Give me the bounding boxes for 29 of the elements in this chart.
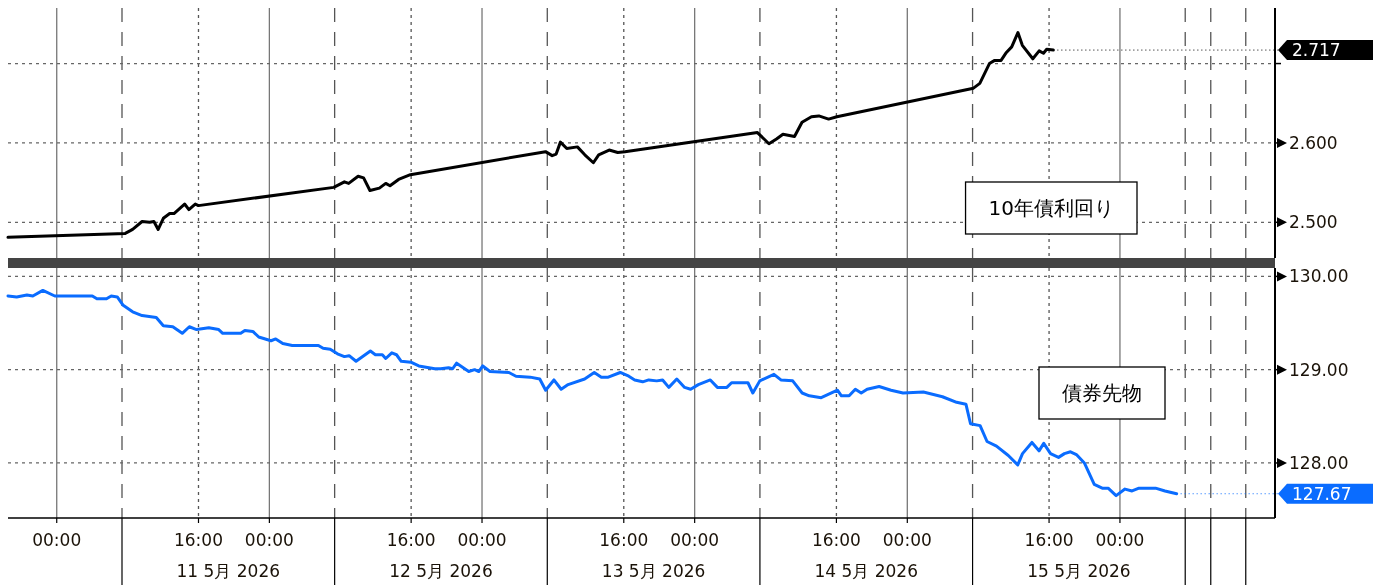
data-label: 127.67	[1292, 483, 1352, 504]
x-tick-label: 16:00	[386, 530, 436, 550]
line-series	[6, 31, 1055, 239]
x-tick-label: 16:00	[1024, 530, 1074, 550]
x-tick-label: 00:00	[1095, 530, 1145, 550]
x-tick-label: 16:00	[811, 530, 861, 550]
text: 14 5月 2026	[814, 561, 919, 581]
x-tick-label: 00:00	[32, 530, 82, 550]
y-tick-label: 128.00	[1289, 452, 1349, 473]
x-tick-label: 00:00	[670, 530, 720, 550]
x-tick-label: 00:00	[244, 530, 294, 550]
data-label: 2.717	[1292, 40, 1341, 61]
text: 12 5月 2026	[389, 561, 493, 581]
text: 15 5月 2026	[1027, 561, 1131, 581]
text: 11 5月 2026	[176, 561, 281, 581]
y-tick-label: 130.00	[1289, 266, 1349, 287]
value-tag: 127.67	[1180, 483, 1373, 504]
text: 13 5月 2026	[601, 561, 706, 581]
x-tick-label: 16:00	[173, 530, 223, 550]
legend: 債券先物	[1038, 366, 1166, 420]
line-series	[6, 288, 1179, 498]
x-tick-label: 00:00	[882, 530, 932, 550]
value-tag: 2.717	[1056, 40, 1373, 61]
x-tick-label: 00:00	[457, 530, 507, 550]
x-tick-label: 16:00	[599, 530, 649, 550]
legend: 10年債利回り	[964, 181, 1138, 235]
y-tick-label: 2.600	[1289, 132, 1338, 153]
y-tick-label: 2.500	[1289, 212, 1338, 233]
y-tick-label: 129.00	[1289, 359, 1349, 380]
